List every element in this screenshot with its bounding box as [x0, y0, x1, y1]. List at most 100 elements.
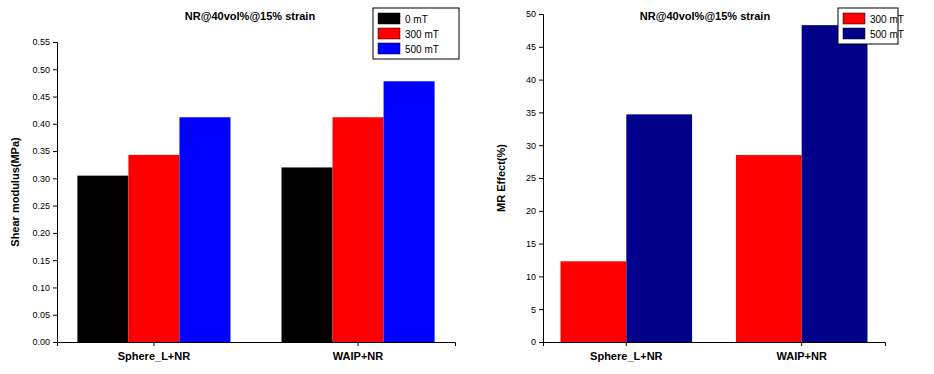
tick-mark [539, 342, 543, 343]
tick-label: 25 [526, 173, 536, 183]
tick: 30 [526, 141, 543, 151]
tick-label: Sphere_L+NR [118, 350, 190, 362]
legend: 300 mT500 mT [838, 8, 904, 44]
tick-mark [539, 145, 543, 146]
tick-label: WAIP+NR [333, 350, 383, 362]
tick: 25 [526, 173, 543, 183]
tick: WAIP+NR [333, 342, 383, 362]
tick-label: 10 [526, 272, 536, 282]
y-axis: 0.00 0.05 0.10 0.15 0.20 0.25 0.30 0.35 0.40 0.45… [32, 37, 57, 347]
tick-label: 0.10 [32, 283, 50, 293]
bars [561, 25, 868, 342]
axis-title: Shear modulus(MPa) [9, 137, 21, 247]
bar [77, 176, 128, 342]
figure: 0.00 0.05 0.10 0.15 0.20 0.25 0.30 0.35 0.40 0.45… [0, 0, 934, 374]
tick-label: 0.15 [32, 256, 50, 266]
tick-label: 0.45 [32, 92, 50, 102]
tick-mark [801, 342, 802, 346]
tick-mark [53, 206, 57, 207]
tick-mark [539, 47, 543, 48]
tick-label: 35 [526, 108, 536, 118]
tick: 0.30 [32, 174, 57, 184]
x-axis: Sphere_L+NR WAIP+NR [58, 342, 456, 362]
tick-mark [539, 211, 543, 212]
legend-swatch [843, 13, 865, 24]
bar [282, 167, 333, 342]
x-axis: Sphere_L+NR WAIP+NR [544, 342, 886, 362]
tick-label: 0.30 [32, 174, 50, 184]
tick-label: 0 [531, 337, 536, 347]
tick: 0.25 [32, 201, 57, 211]
chart: 0.00 0.05 0.10 0.15 0.20 0.25 0.30 0.35 0.40 0.45… [9, 8, 459, 362]
tick-mark [539, 276, 543, 277]
tick-label: 40 [526, 75, 536, 85]
tick-mark [539, 309, 543, 310]
tick-mark [53, 260, 57, 261]
tick: 50 [526, 9, 543, 19]
tick-label: 30 [526, 141, 536, 151]
tick-label: 0.40 [32, 119, 50, 129]
tick: 0.10 [32, 283, 57, 293]
tick-mark [53, 42, 57, 43]
tick: 0.15 [32, 256, 57, 266]
tick-label: 45 [526, 42, 536, 52]
tick: WAIP+NR [776, 342, 826, 362]
legend-label: 0 mT [405, 14, 428, 25]
tick: 35 [526, 108, 543, 118]
tick-mark [539, 112, 543, 113]
tick-mark [53, 342, 57, 343]
tick-mark [53, 69, 57, 70]
tick-mark [53, 124, 57, 125]
tick: 0.35 [32, 146, 57, 156]
tick: 0.55 [32, 37, 57, 47]
bar [561, 261, 627, 342]
tick-label: 5 [531, 305, 536, 315]
legend-frame [373, 8, 459, 59]
bar [384, 81, 435, 342]
tick-label: 0.50 [32, 65, 50, 75]
legend-label: 500 mT [405, 44, 439, 55]
tick: 45 [526, 42, 543, 52]
legend-swatch [378, 28, 400, 39]
bars [77, 81, 434, 342]
bar [626, 114, 692, 342]
bar [179, 117, 230, 342]
tick-label: 15 [526, 239, 536, 249]
tick: 0.05 [32, 310, 57, 320]
legend-label: 500 mT [870, 29, 904, 40]
tick-label: WAIP+NR [776, 350, 826, 362]
tick: 0.20 [32, 228, 57, 238]
tick-label: 0.25 [32, 201, 50, 211]
tick-mark [539, 244, 543, 245]
title: NR@40vol%@15% strain [185, 10, 316, 22]
bar [802, 25, 868, 342]
axis-line [539, 15, 544, 343]
tick: Sphere_L+NR [590, 342, 662, 362]
tick-mark [626, 342, 627, 346]
tick-label: 20 [526, 206, 536, 216]
tick: 10 [526, 272, 543, 282]
title: NR@40vol%@15% strain [640, 10, 771, 22]
tick-mark [53, 315, 57, 316]
tick-mark [539, 14, 543, 15]
tick-mark [53, 151, 57, 152]
bar [128, 155, 179, 342]
axis-line [53, 43, 58, 343]
tick-label: Sphere_L+NR [590, 350, 662, 362]
legend-swatch [378, 13, 400, 24]
tick-label: 0.00 [32, 337, 50, 347]
tick: 0 [531, 337, 543, 347]
tick-label: 0.05 [32, 310, 50, 320]
tick: 0.00 [32, 337, 57, 347]
tick-mark [53, 97, 57, 98]
bar [333, 117, 384, 342]
legend-swatch [378, 43, 400, 54]
bar [736, 155, 802, 342]
tick-mark [153, 342, 154, 346]
tick: 0.40 [32, 119, 57, 129]
y-axis: 0 5 10 15 20 25 30 35 40 45 50 [526, 9, 544, 347]
tick-mark [53, 178, 57, 179]
tick: 40 [526, 75, 543, 85]
legend-label: 300 mT [405, 29, 439, 40]
axis-title: MR Effect(%) [495, 144, 507, 212]
